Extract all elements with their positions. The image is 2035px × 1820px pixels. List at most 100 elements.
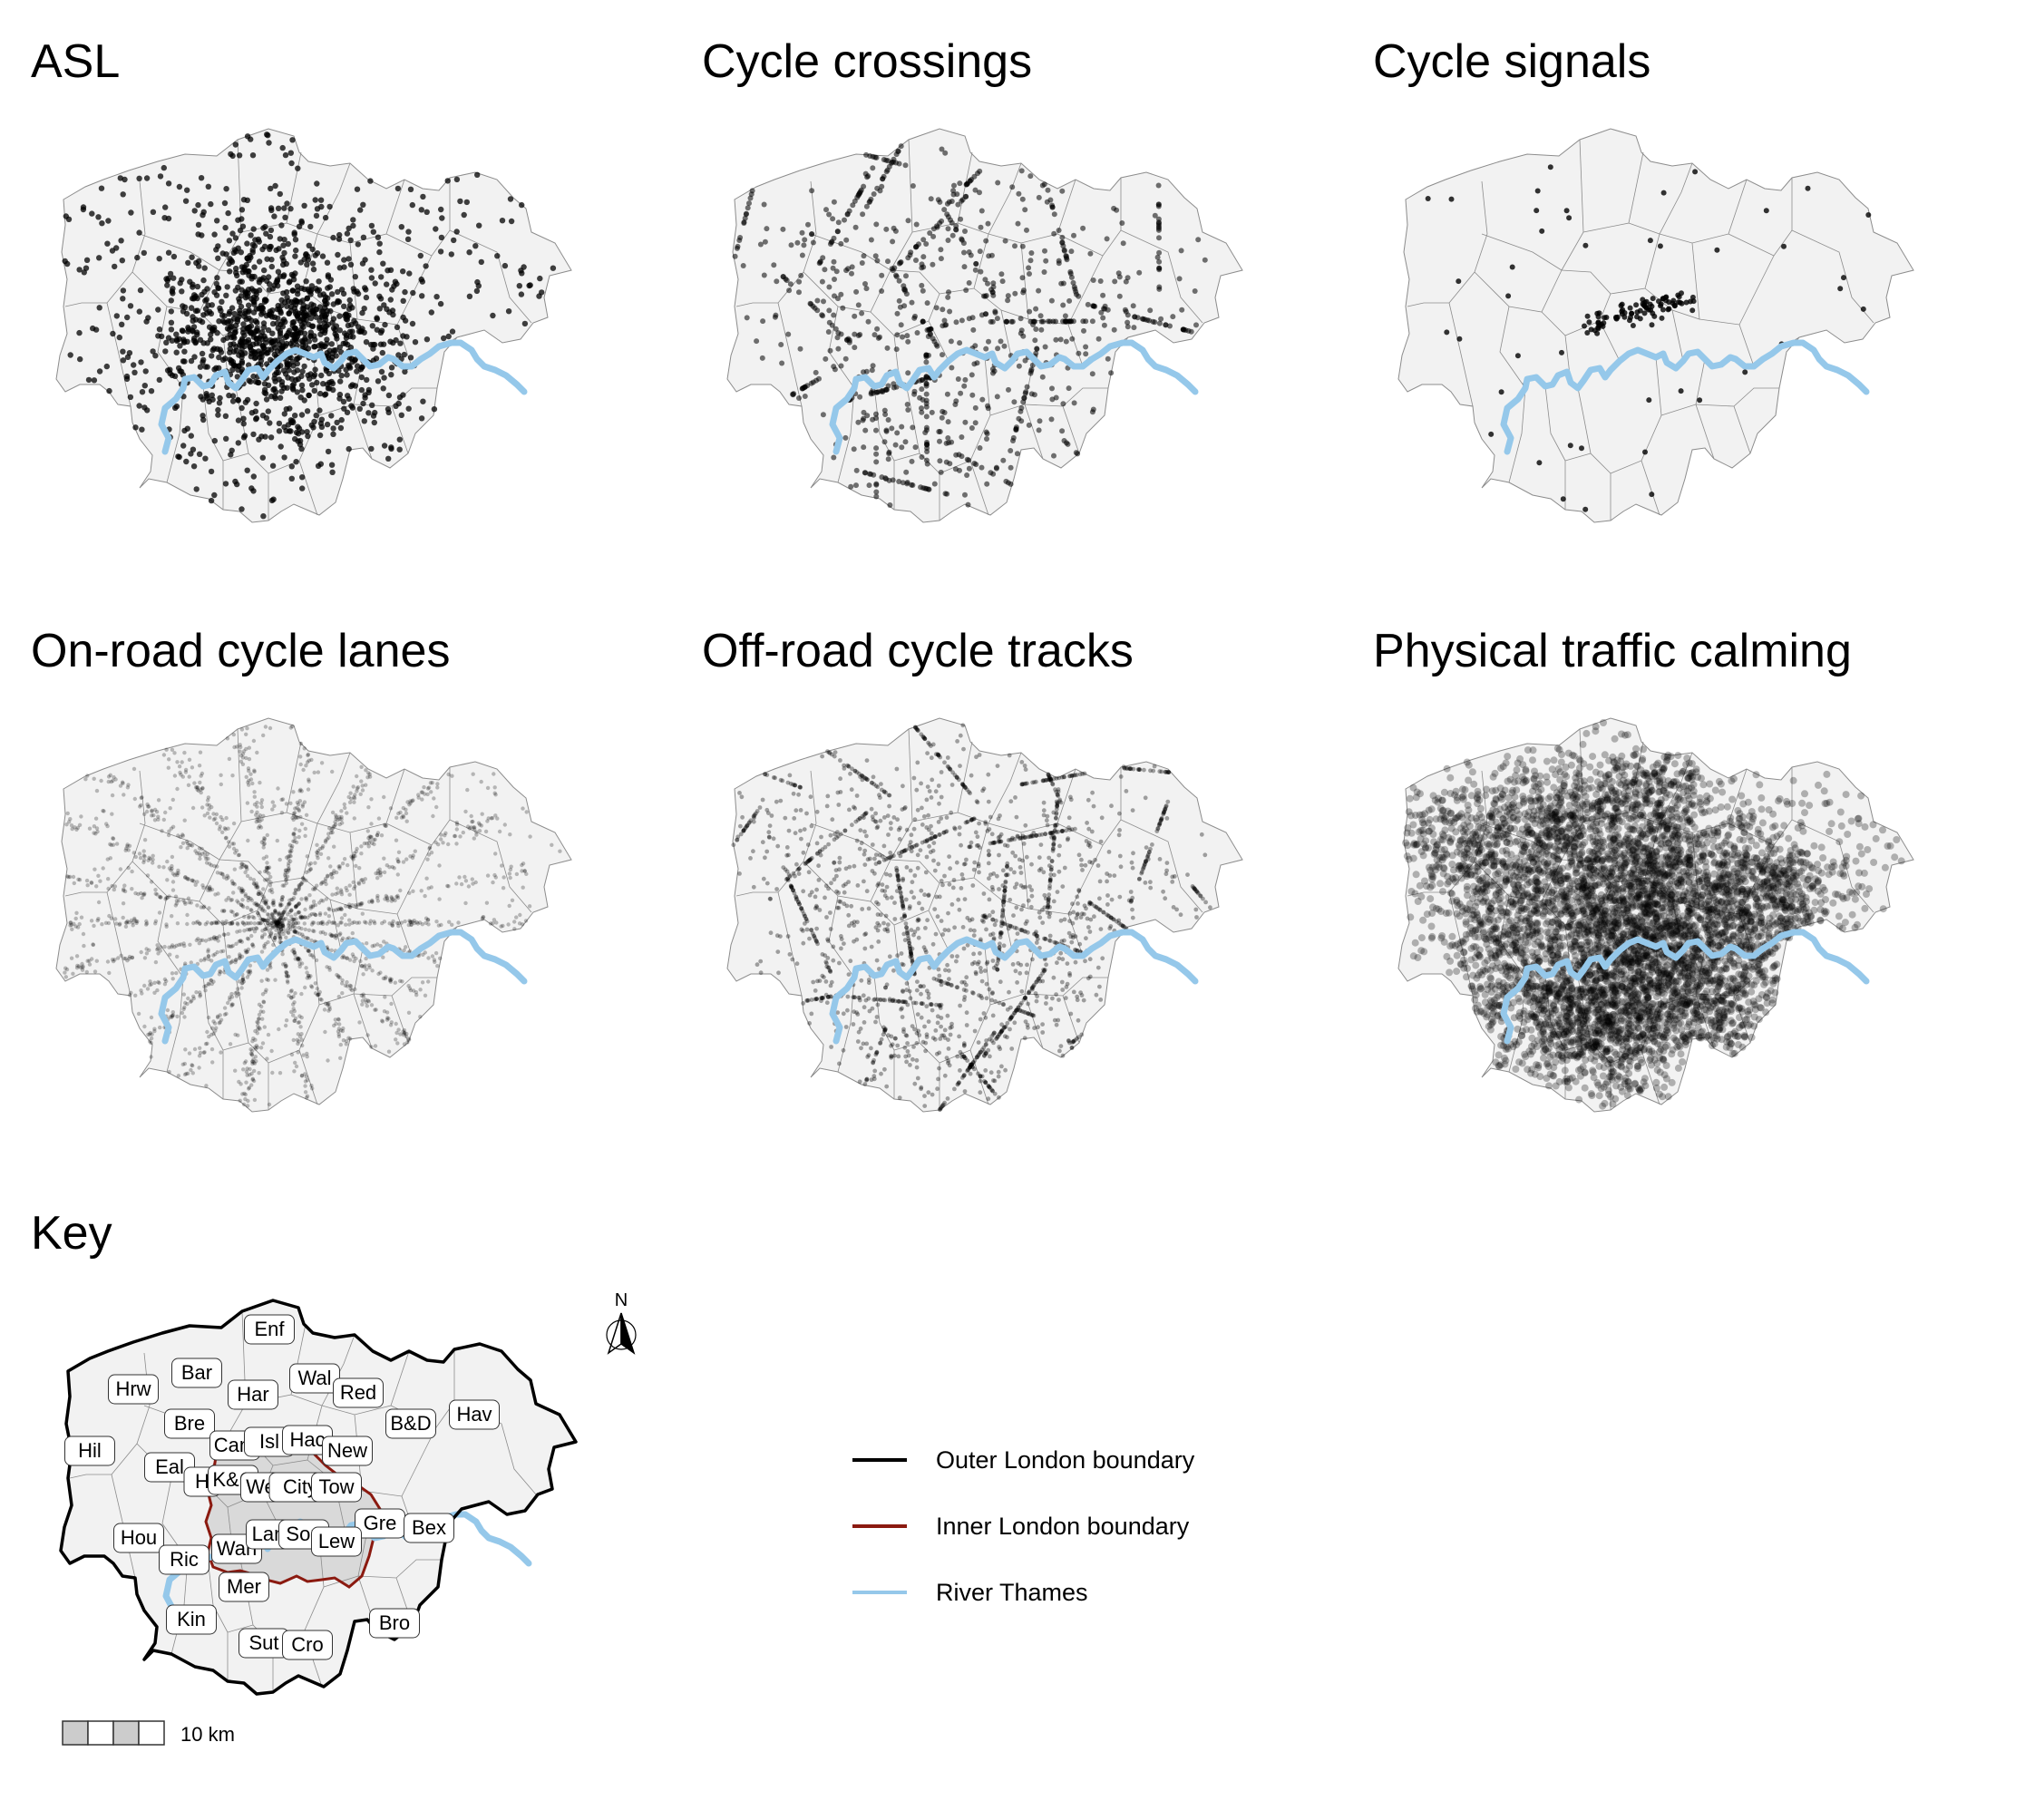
facility-point xyxy=(501,886,506,891)
facility-point xyxy=(939,978,944,984)
facility-point xyxy=(216,891,220,896)
facility-point xyxy=(292,253,298,259)
facility-point xyxy=(175,786,180,792)
borough-boundary xyxy=(235,977,269,1064)
facility-point xyxy=(110,330,116,337)
facility-point xyxy=(205,302,211,308)
facility-point xyxy=(295,956,300,960)
facility-point xyxy=(521,806,525,811)
facility-point xyxy=(376,248,383,256)
facility-point xyxy=(341,257,347,263)
facility-point xyxy=(1202,257,1208,263)
facility-point xyxy=(259,1004,264,1009)
facility-point xyxy=(307,893,312,898)
facility-point xyxy=(106,387,112,394)
facility-point xyxy=(145,802,150,807)
facility-point xyxy=(1086,841,1092,845)
facility-point xyxy=(328,932,333,937)
facility-point xyxy=(239,216,245,222)
facility-point xyxy=(1156,320,1163,326)
facility-point xyxy=(326,1058,330,1063)
facility-point xyxy=(229,921,235,926)
facility-point xyxy=(421,952,425,957)
facility-point xyxy=(318,930,323,935)
facility-point xyxy=(300,932,305,937)
facility-point xyxy=(199,959,203,963)
map-panel-asl: ASL xyxy=(31,34,684,597)
facility-point xyxy=(253,1046,258,1051)
facility-point xyxy=(318,203,325,210)
facility-point xyxy=(320,929,326,935)
facility-point xyxy=(266,920,270,926)
facility-point xyxy=(982,311,988,317)
facility-point xyxy=(423,893,427,899)
facility-point xyxy=(1043,832,1048,837)
facility-point xyxy=(257,920,261,926)
facility-point xyxy=(211,812,216,816)
facility-point xyxy=(506,922,511,927)
facility-point xyxy=(1125,319,1131,326)
facility-point xyxy=(939,146,945,152)
facility-point xyxy=(773,312,779,318)
facility-point xyxy=(259,246,266,253)
facility-point xyxy=(197,851,201,855)
facility-point xyxy=(169,826,174,831)
facility-point xyxy=(198,856,202,861)
facility-point xyxy=(962,491,968,498)
facility-point xyxy=(260,929,265,933)
facility-point xyxy=(275,838,279,843)
facility-point xyxy=(282,918,287,922)
borough-boundary xyxy=(1056,767,1122,846)
facility-point xyxy=(930,233,937,239)
facility-point xyxy=(933,305,940,311)
facility-point xyxy=(113,313,120,319)
facility-point xyxy=(1045,187,1051,193)
facility-point xyxy=(940,408,946,414)
facility-point xyxy=(368,222,375,229)
facility-point xyxy=(235,245,241,251)
facility-point xyxy=(891,998,896,1002)
facility-point xyxy=(240,976,246,980)
facility-point xyxy=(125,842,130,847)
facility-point xyxy=(170,866,174,871)
facility-point xyxy=(347,905,353,910)
facility-point xyxy=(508,832,512,837)
facility-point xyxy=(258,780,262,785)
borough-boundary xyxy=(316,768,405,833)
facility-point xyxy=(82,943,86,949)
facility-point xyxy=(200,852,205,856)
facility-point xyxy=(369,1003,375,1007)
facility-point xyxy=(304,295,311,301)
facility-point xyxy=(242,922,247,927)
facility-point xyxy=(239,986,244,990)
facility-point xyxy=(304,898,308,902)
facility-point xyxy=(240,861,245,867)
facility-point xyxy=(283,878,288,882)
facility-point xyxy=(149,982,154,987)
facility-point xyxy=(162,204,169,210)
facility-point xyxy=(263,725,268,729)
facility-point xyxy=(391,897,395,901)
facility-point xyxy=(184,1071,189,1076)
facility-point xyxy=(847,864,852,870)
facility-point xyxy=(966,316,972,322)
borough-boundary xyxy=(385,767,451,846)
facility-point xyxy=(125,959,130,963)
facility-point xyxy=(485,785,491,791)
facility-point xyxy=(291,231,297,238)
facility-point xyxy=(329,933,334,938)
facility-point xyxy=(262,837,268,842)
facility-point xyxy=(237,1079,241,1085)
facility-point xyxy=(209,1032,214,1037)
facility-point xyxy=(316,292,324,298)
facility-point xyxy=(297,789,302,793)
facility-point xyxy=(276,376,282,383)
facility-point xyxy=(297,925,301,930)
facility-point xyxy=(852,768,858,774)
facility-point xyxy=(897,259,903,266)
facility-point xyxy=(408,854,413,859)
facility-point xyxy=(307,333,314,339)
facility-point xyxy=(164,978,169,984)
facility-point xyxy=(264,854,269,859)
borough-boundary xyxy=(106,770,146,893)
